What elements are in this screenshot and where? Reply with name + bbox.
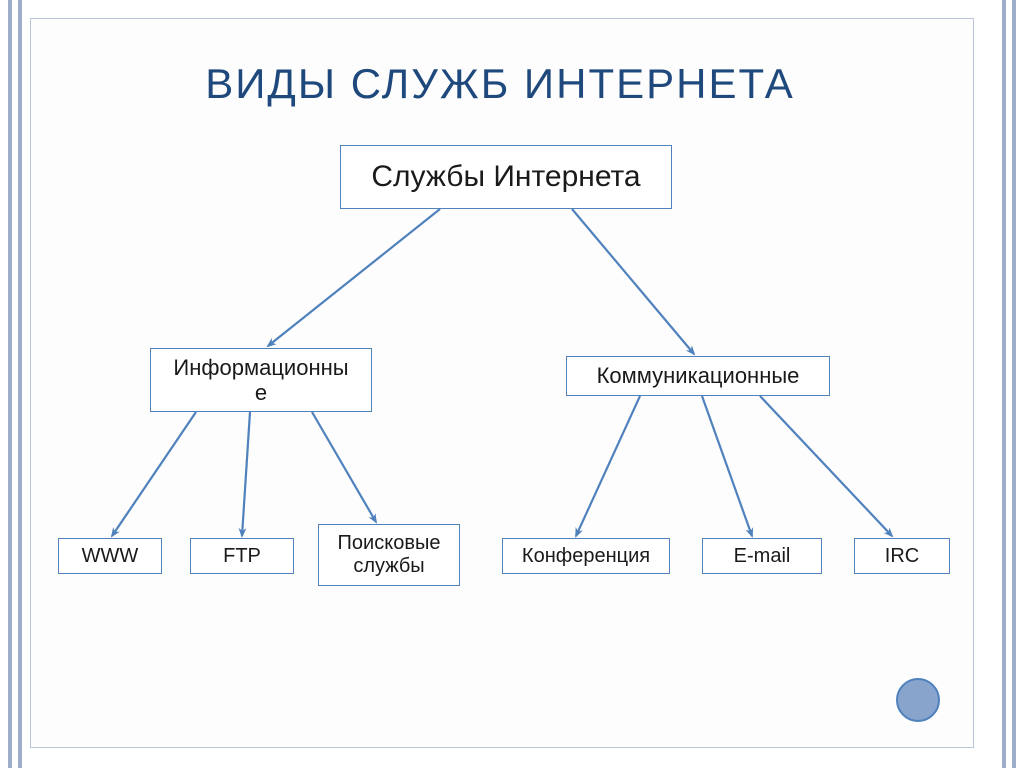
node-root-label: Службы Интернета [371, 160, 640, 195]
node-comm-label: Коммуникационные [597, 363, 800, 388]
node-www-label: WWW [82, 545, 139, 568]
node-ftp: FTP [190, 538, 294, 574]
node-search: Поисковыеслужбы [318, 524, 460, 586]
corner-circle-icon [896, 678, 940, 722]
node-search-label: Поисковыеслужбы [338, 532, 441, 578]
node-email: E-mail [702, 538, 822, 574]
node-communication: Коммуникационные [566, 356, 830, 396]
node-conference: Конференция [502, 538, 670, 574]
node-info-label: Информационные [173, 355, 348, 406]
node-ftp-label: FTP [223, 545, 261, 568]
node-informational: Информационные [150, 348, 372, 412]
right-stripe-inner [1006, 0, 1012, 768]
node-root: Службы Интернета [340, 145, 672, 209]
node-irc: IRC [854, 538, 950, 574]
left-stripe-inner [12, 0, 18, 768]
node-conf-label: Конференция [522, 545, 650, 568]
slide-title: ВИДЫ СЛУЖБ ИНТЕРНЕТА [90, 60, 910, 108]
node-irc-label: IRC [885, 545, 919, 568]
slide-frame: ВИДЫ СЛУЖБ ИНТЕРНЕТА Службы Интернета Ин… [0, 0, 1024, 768]
node-www: WWW [58, 538, 162, 574]
node-email-label: E-mail [734, 545, 791, 568]
